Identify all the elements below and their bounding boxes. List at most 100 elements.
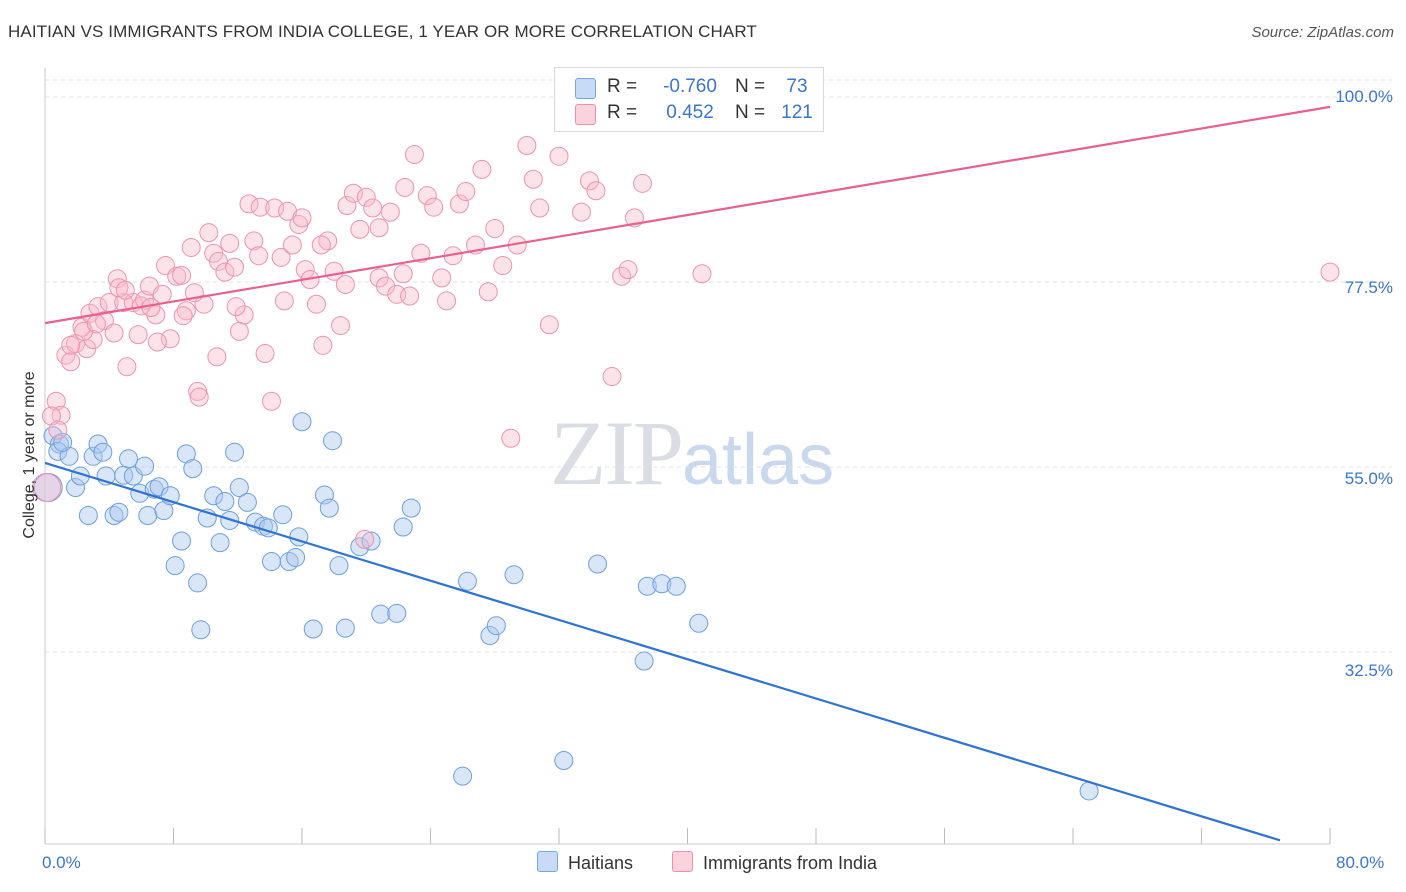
india-point (335, 274, 355, 294)
haitians-point (335, 618, 355, 638)
watermark: ZIPatlas (550, 400, 834, 506)
india-point (249, 246, 269, 266)
india-point (141, 297, 161, 317)
haitians-point (637, 576, 657, 596)
x-tick-label: 80.0% (1336, 853, 1385, 872)
india-point (400, 286, 420, 306)
india-point (88, 297, 108, 317)
haitians-point (292, 412, 312, 432)
x-tick-label: 0.0% (42, 853, 81, 872)
india-point (189, 387, 209, 407)
india-point (32, 473, 62, 503)
india-point (115, 280, 135, 300)
india-point (395, 177, 415, 197)
india-point (104, 323, 124, 343)
india-point (343, 183, 363, 203)
india-point (530, 198, 550, 218)
india-point (456, 182, 476, 202)
haitians-point (393, 517, 413, 537)
haitians-point (689, 613, 709, 633)
india-point (523, 169, 543, 189)
haitians-point (48, 441, 68, 461)
haitians-point (634, 651, 654, 671)
india-point (215, 262, 235, 282)
india-point (692, 264, 712, 284)
india-point (432, 268, 452, 288)
india-trend-line (44, 105, 1331, 325)
legend-item-haitians: Haitians (537, 851, 633, 874)
haitians-point (165, 556, 185, 576)
legend-r-label: R = (607, 76, 638, 97)
haitians-point (138, 506, 158, 526)
haitians-point (387, 603, 407, 623)
india-point (313, 335, 333, 355)
haitians-point (453, 766, 473, 786)
india-point (48, 420, 68, 440)
y-axis-label: College, 1 year or more (21, 371, 38, 539)
india-point (61, 335, 81, 355)
india-point (1320, 262, 1340, 282)
y-tick-label: 55.0% (1344, 469, 1393, 488)
india-point (229, 321, 249, 341)
haitians-point (588, 554, 608, 574)
india-point (226, 297, 246, 317)
legend-r-value: -0.760 (663, 76, 717, 97)
india-point (485, 219, 505, 239)
india-point (633, 173, 653, 193)
india-point (220, 233, 240, 253)
haitians-point (119, 449, 139, 469)
haitians-point (66, 478, 86, 498)
legend-n-value: 121 (781, 102, 813, 123)
haitians-point (554, 751, 574, 771)
india-point (292, 208, 312, 228)
haitians-point (191, 620, 211, 640)
haitians-point (666, 576, 686, 596)
india-point (331, 316, 351, 336)
india-point (311, 235, 331, 255)
haitians-point (457, 571, 477, 591)
india-point (350, 219, 370, 239)
india-point (437, 291, 457, 311)
chart-title: HAITIAN VS IMMIGRANTS FROM INDIA COLLEGE… (8, 22, 757, 41)
india-point (41, 406, 61, 426)
legend-n-label: N = (735, 102, 766, 123)
india-point (501, 428, 521, 448)
india-point (571, 202, 591, 222)
india-point (472, 159, 492, 179)
source-label: Source: ZipAtlas.com (1251, 24, 1394, 41)
india-point (172, 265, 192, 285)
india-point (207, 347, 227, 367)
india-point (271, 247, 291, 267)
haitians-point (59, 446, 79, 466)
correlation-legend: R = -0.760 N = 73 R = 0.452 N = 121 (554, 67, 824, 132)
watermark-zip: ZIP (550, 402, 684, 504)
india-point (255, 344, 275, 364)
india-point (478, 282, 498, 302)
haitians-point (215, 492, 235, 512)
haitians-point (53, 432, 73, 452)
india-point (517, 136, 537, 156)
axes (44, 68, 1331, 845)
haitians-point (144, 479, 164, 499)
india-point (86, 314, 106, 334)
india-point (586, 181, 606, 201)
legend-swatch-blue (537, 851, 558, 872)
india-point (128, 325, 148, 345)
haitians-point (93, 442, 113, 462)
india-point (181, 237, 201, 257)
india-point (265, 198, 285, 218)
haitians-point (401, 498, 421, 518)
india-point (618, 260, 638, 280)
haitians-point (652, 574, 672, 594)
india-point (306, 294, 326, 314)
india-point (176, 301, 196, 321)
india-point (282, 235, 302, 255)
y-tick-label: 100.0% (1335, 87, 1393, 106)
india-point (449, 194, 469, 214)
haitians-point (183, 459, 203, 479)
india-point (117, 357, 137, 377)
haitians-point (486, 616, 506, 636)
india-point (61, 352, 81, 372)
india-point (356, 187, 376, 207)
trend-lines (44, 105, 1331, 842)
